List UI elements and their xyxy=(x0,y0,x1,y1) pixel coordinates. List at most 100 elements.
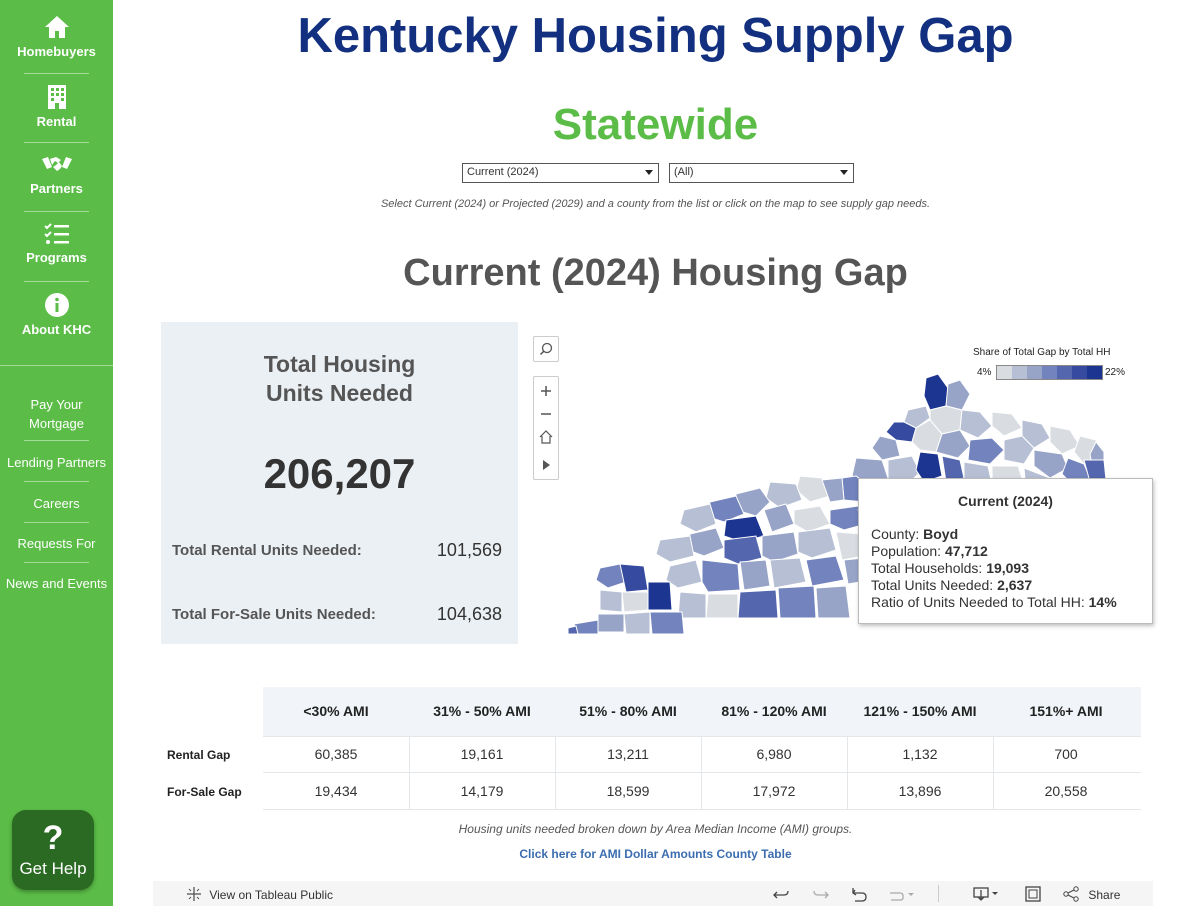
county[interactable] xyxy=(829,505,867,531)
link-careers[interactable]: Careers xyxy=(33,496,80,511)
legend-swatch xyxy=(997,366,1012,379)
county[interactable] xyxy=(677,591,707,619)
ami-cell: 18,599 xyxy=(606,783,650,799)
county-select[interactable]: (All) xyxy=(669,163,854,183)
county[interactable] xyxy=(737,589,779,619)
county[interactable] xyxy=(595,563,627,589)
nav-divider xyxy=(24,211,89,212)
ami-county-table-link[interactable]: Click here for AMI Dollar Amounts County… xyxy=(519,847,792,861)
link-news-events[interactable]: News and Events xyxy=(5,576,108,591)
county[interactable] xyxy=(701,559,741,593)
county[interactable] xyxy=(815,585,851,619)
county[interactable] xyxy=(935,429,971,459)
chevron-down-icon xyxy=(645,170,653,175)
nav-programs-label: Programs xyxy=(26,250,87,265)
search-icon xyxy=(539,342,553,356)
legend-max: 22% xyxy=(1105,367,1126,378)
nav-rental[interactable]: Rental xyxy=(0,84,113,129)
reset-view-button[interactable] xyxy=(534,425,558,449)
county[interactable] xyxy=(805,555,845,587)
county[interactable] xyxy=(991,411,1023,437)
ami-column-header: 81% - 120% AMI xyxy=(721,703,827,719)
county[interactable] xyxy=(679,503,717,533)
summary-title-line2: Units Needed xyxy=(266,380,413,406)
tooltip-title: Current (2024) xyxy=(958,493,1053,509)
map-search-button[interactable] xyxy=(533,336,559,362)
expand-toolbar-button[interactable] xyxy=(534,453,558,477)
county[interactable] xyxy=(1021,419,1051,449)
county[interactable] xyxy=(777,585,817,619)
county[interactable] xyxy=(923,373,949,411)
share-icon xyxy=(1063,886,1079,902)
zoom-in-button[interactable] xyxy=(534,379,558,403)
county[interactable] xyxy=(723,535,763,565)
county[interactable] xyxy=(655,535,695,563)
county[interactable] xyxy=(1049,425,1081,455)
ami-cell: 13,896 xyxy=(898,783,942,799)
legend-title: Share of Total Gap by Total HH xyxy=(973,347,1111,358)
revert-icon[interactable] xyxy=(851,886,867,902)
nav-partners[interactable]: Partners xyxy=(0,153,113,196)
share-button[interactable]: Share xyxy=(1063,886,1120,902)
link-requests-for[interactable]: Requests For xyxy=(17,536,96,551)
nav-homebuyers[interactable]: Homebuyers xyxy=(0,14,113,59)
county[interactable] xyxy=(765,481,803,509)
zoom-out-button[interactable] xyxy=(534,402,558,426)
tooltip-population: Population: 47,712 xyxy=(871,543,988,560)
county[interactable] xyxy=(665,559,703,589)
table-divider xyxy=(993,736,994,809)
county[interactable] xyxy=(739,559,771,591)
fullscreen-icon[interactable] xyxy=(1025,886,1041,902)
legend-swatch xyxy=(1087,366,1102,379)
tooltip-units-label: Total Units Needed: xyxy=(871,577,994,593)
link-pay-mortgage[interactable]: Pay Your Mortgage xyxy=(29,397,84,431)
county[interactable] xyxy=(597,613,625,633)
county[interactable] xyxy=(761,531,799,563)
summary-title-line1: Total Housing xyxy=(263,351,416,377)
county[interactable] xyxy=(797,527,837,559)
county[interactable] xyxy=(945,379,971,411)
view-on-tableau-button[interactable]: View on Tableau Public xyxy=(186,886,333,902)
nav-about[interactable]: About KHC xyxy=(0,292,113,337)
county[interactable] xyxy=(619,563,649,593)
nav-programs[interactable]: Programs xyxy=(0,222,113,265)
forsale-units-value: 104,638 xyxy=(436,604,502,624)
county[interactable] xyxy=(567,625,579,635)
summary-total: 206,207 xyxy=(263,450,416,497)
ami-cell: 60,385 xyxy=(314,746,358,762)
county[interactable] xyxy=(769,557,807,589)
page-title: Kentucky Housing Supply Gap xyxy=(297,9,1014,63)
refresh-icon[interactable] xyxy=(888,886,916,902)
table-divider xyxy=(555,736,556,809)
rental-units-value: 101,569 xyxy=(436,540,502,560)
legend-swatch xyxy=(1042,366,1057,379)
legend-swatch xyxy=(1012,366,1027,379)
county[interactable] xyxy=(821,477,845,503)
period-select[interactable]: Current (2024) xyxy=(462,163,659,183)
county[interactable] xyxy=(1003,435,1035,465)
link-lending-partners[interactable]: Lending Partners xyxy=(6,455,106,470)
county[interactable] xyxy=(871,435,901,461)
get-help-button[interactable]: ? Get Help xyxy=(12,810,94,890)
legend-min: 4% xyxy=(977,367,992,378)
county[interactable] xyxy=(1033,449,1069,479)
redo-icon[interactable] xyxy=(813,886,829,902)
county[interactable] xyxy=(647,581,673,611)
ami-row-label: For-Sale Gap xyxy=(167,785,242,799)
undo-icon[interactable] xyxy=(773,886,789,902)
county[interactable] xyxy=(649,611,685,635)
nav-rental-label: Rental xyxy=(36,114,77,129)
county[interactable] xyxy=(599,589,623,613)
county[interactable] xyxy=(623,611,651,635)
county[interactable] xyxy=(763,503,795,533)
county[interactable] xyxy=(793,505,831,533)
nav-divider xyxy=(24,281,89,282)
county[interactable] xyxy=(959,409,993,439)
county[interactable] xyxy=(903,405,931,429)
county[interactable] xyxy=(621,591,649,613)
download-icon[interactable] xyxy=(973,886,1001,902)
county[interactable] xyxy=(967,437,1005,465)
county[interactable] xyxy=(705,593,739,619)
ami-cell: 13,211 xyxy=(607,746,649,762)
map-zoom-controls xyxy=(533,376,559,480)
